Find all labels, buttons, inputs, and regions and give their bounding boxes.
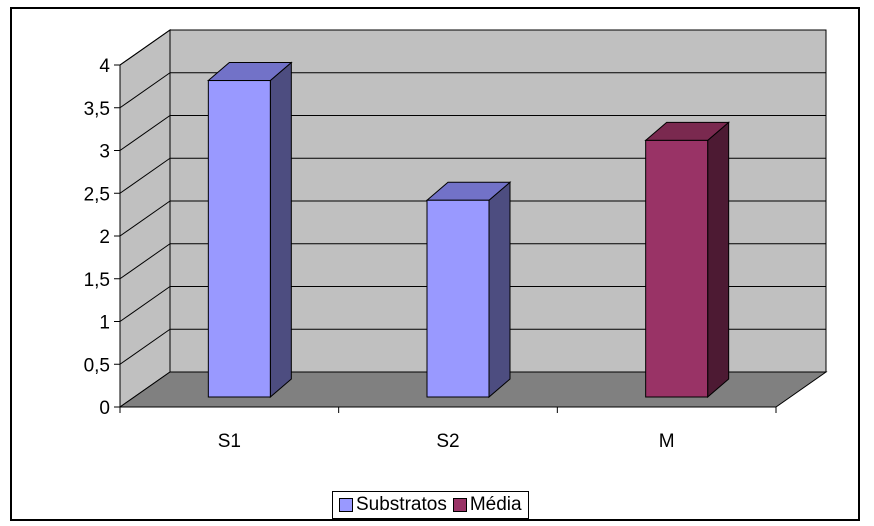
bar-s1-side [269, 61, 292, 399]
legend-item-substratos: Substratos [339, 494, 447, 516]
bar-s2-side [488, 181, 511, 399]
y-tick-label: 3,5 [84, 99, 110, 120]
gridline-side [119, 200, 171, 237]
x-tick-label-s1: S1 [218, 431, 241, 452]
y-tick-label: 2 [99, 227, 110, 248]
bar-m-front [645, 139, 709, 398]
y-tick-label: 3 [99, 142, 110, 163]
bar-s1 [206, 61, 293, 399]
gridline-side [119, 243, 171, 280]
y-tick-label: 1,5 [84, 270, 110, 291]
x-tick-label-m: M [659, 431, 675, 452]
y-tick-label: 2,5 [84, 184, 110, 205]
y-tick-label: 0,5 [84, 355, 110, 376]
legend-swatch-substratos [339, 498, 353, 512]
y-tick-label: 0 [99, 398, 110, 419]
bar-m [644, 121, 731, 399]
gridline-side [119, 29, 171, 66]
gridline-side [119, 157, 171, 194]
chart-plot: 0 0,5 1 1,5 2 2,5 3 3,5 4 S1 S2 M [84, 29, 828, 452]
chart-frame: 0 0,5 1 1,5 2 2,5 3 3,5 4 S1 S2 M Substratos Média [10, 7, 860, 521]
y-tick-label: 4 [99, 56, 110, 77]
legend-label-substratos: Substratos [356, 494, 447, 515]
bar-s2 [425, 181, 512, 399]
bar-s1-front [207, 80, 271, 398]
gridline-side [119, 286, 171, 322]
legend-label-media: Média [469, 494, 522, 515]
gridline-side [119, 328, 171, 365]
legend-item-media: Média [452, 494, 522, 516]
gridline-side [119, 72, 171, 109]
bar-s2-front [426, 199, 490, 398]
legend-swatch-media [452, 498, 467, 512]
gridline-side [119, 115, 171, 151]
y-tick-label: 1 [99, 313, 110, 334]
x-tick-label-s2: S2 [436, 431, 459, 452]
bar-m-side [707, 121, 730, 399]
legend: Substratos Média [332, 491, 529, 519]
